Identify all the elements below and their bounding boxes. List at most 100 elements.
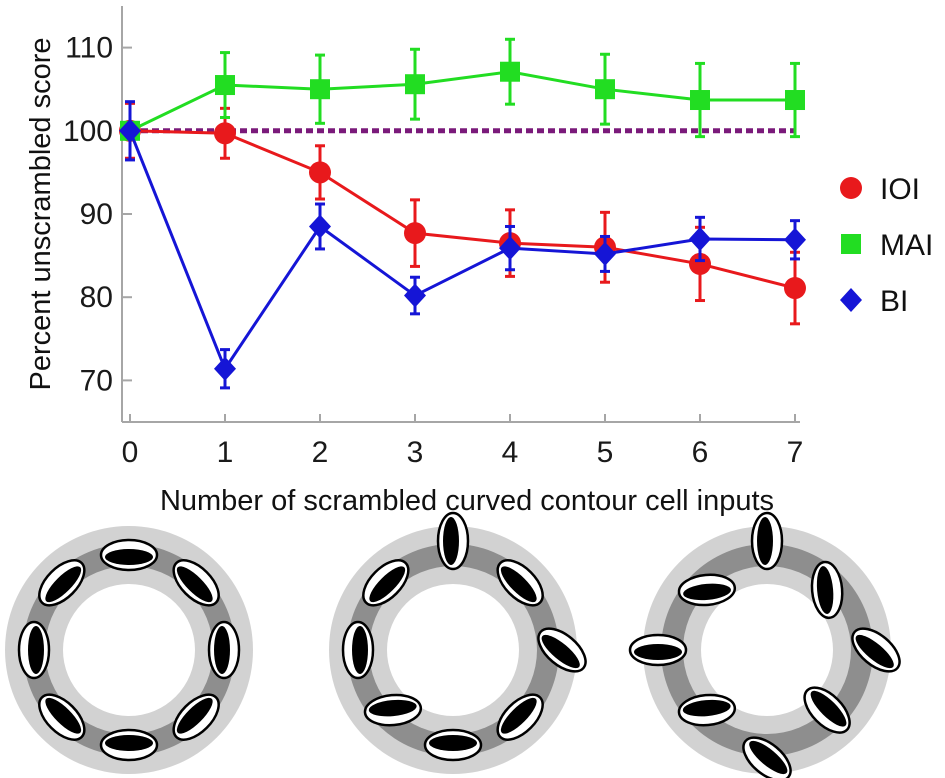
data-point [500, 61, 520, 82]
cell-core [105, 735, 153, 751]
data-point [499, 236, 521, 261]
legend-label: BI [880, 285, 908, 318]
x-tick-label: 3 [407, 436, 424, 469]
cell-core [28, 626, 44, 674]
x-tick-label: 0 [122, 436, 139, 469]
contour-cell [99, 728, 159, 762]
series-group [119, 37, 806, 390]
cell-core [105, 549, 153, 565]
data-point [689, 252, 711, 275]
ring-unscrambled [5, 526, 253, 774]
contour-cell [38, 559, 86, 607]
cell-core [369, 566, 406, 603]
y-tick-label: 100 [63, 115, 113, 148]
series-line [129, 129, 796, 290]
x-tick-label: 4 [502, 436, 519, 469]
ring-diagrams [5, 511, 901, 778]
scrambled-cell [537, 627, 587, 673]
scrambled-cell [803, 686, 851, 734]
ring-center [387, 584, 519, 716]
cell-core [176, 697, 213, 734]
data-point [689, 226, 711, 251]
x-axis-title: Number of scrambled curved contour cell … [160, 485, 774, 517]
scrambled-cell [742, 736, 792, 778]
x-tick-label: 5 [597, 436, 614, 469]
data-point [594, 241, 616, 266]
cell-core [214, 626, 230, 674]
data-point [785, 90, 805, 111]
cell-core [682, 699, 731, 717]
legend-label: MAI [880, 229, 933, 262]
cell-core [176, 566, 213, 603]
scrambled-cell [436, 511, 470, 571]
contour-cell [17, 620, 51, 680]
contour-cell [341, 620, 375, 680]
y-axis-title: Percent unscrambled score [25, 38, 57, 391]
y-tick-label: 90 [80, 198, 113, 231]
legend-marker [841, 234, 861, 254]
y-tick-label: 70 [80, 364, 113, 397]
data-point [784, 277, 806, 300]
plot-axes: 70 80 90 100 110 0 1 2 3 4 5 6 7 [63, 6, 803, 469]
legend: IOI MAI BI [840, 173, 933, 318]
scrambled-cell [810, 560, 844, 620]
ring-center [701, 584, 833, 716]
cell-core [500, 697, 537, 734]
data-point [595, 79, 615, 100]
contour-cell [172, 693, 220, 741]
scrambled-cell [628, 633, 688, 667]
cell-core [757, 517, 773, 565]
y-tick-label: 110 [65, 32, 113, 65]
contour-cell [496, 559, 544, 607]
scrambled-cell [750, 511, 784, 571]
legend-marker [840, 177, 862, 199]
legend-label: IOI [880, 173, 920, 206]
x-tick-label: 6 [692, 436, 709, 469]
contour-cell [99, 538, 159, 572]
data-point [215, 75, 235, 96]
scrambled-cell [363, 693, 423, 727]
cell-core [368, 699, 417, 717]
data-point [404, 283, 426, 308]
cell-core [443, 517, 459, 565]
series-bi [119, 100, 806, 390]
contour-cell [423, 728, 483, 762]
scrambled-cell [677, 693, 737, 727]
ring-partially-scrambled [329, 511, 587, 774]
data-point [690, 90, 710, 111]
data-point [309, 161, 331, 184]
cell-core [816, 566, 834, 614]
data-point [119, 118, 141, 143]
x-tick-label: 7 [787, 436, 804, 469]
scrambled-cell [851, 627, 901, 673]
x-tick-label: 1 [217, 436, 234, 469]
cell-core [352, 626, 368, 674]
cell-core [541, 634, 580, 669]
data-point [404, 222, 426, 245]
data-point [309, 214, 331, 239]
data-point [214, 122, 236, 145]
contour-cell [207, 620, 241, 680]
ring-fully-scrambled [628, 511, 901, 778]
cell-core [634, 644, 682, 660]
contour-cell [362, 559, 410, 607]
cell-core [45, 697, 82, 734]
cell-core [810, 690, 847, 727]
series-mai [120, 37, 805, 141]
series-line [129, 70, 795, 133]
cell-core [683, 583, 731, 601]
cell-core [429, 735, 477, 751]
y-tick-label: 80 [80, 281, 113, 314]
ring-center [63, 584, 195, 716]
data-point [310, 79, 330, 100]
cell-core [855, 634, 894, 669]
contour-cell [496, 693, 544, 741]
cell-core [500, 566, 537, 603]
data-point [784, 227, 806, 252]
x-tick-label: 2 [312, 436, 329, 469]
legend-marker [840, 288, 862, 312]
cell-core [45, 566, 82, 603]
contour-cell [38, 693, 86, 741]
cell-core [749, 740, 788, 775]
